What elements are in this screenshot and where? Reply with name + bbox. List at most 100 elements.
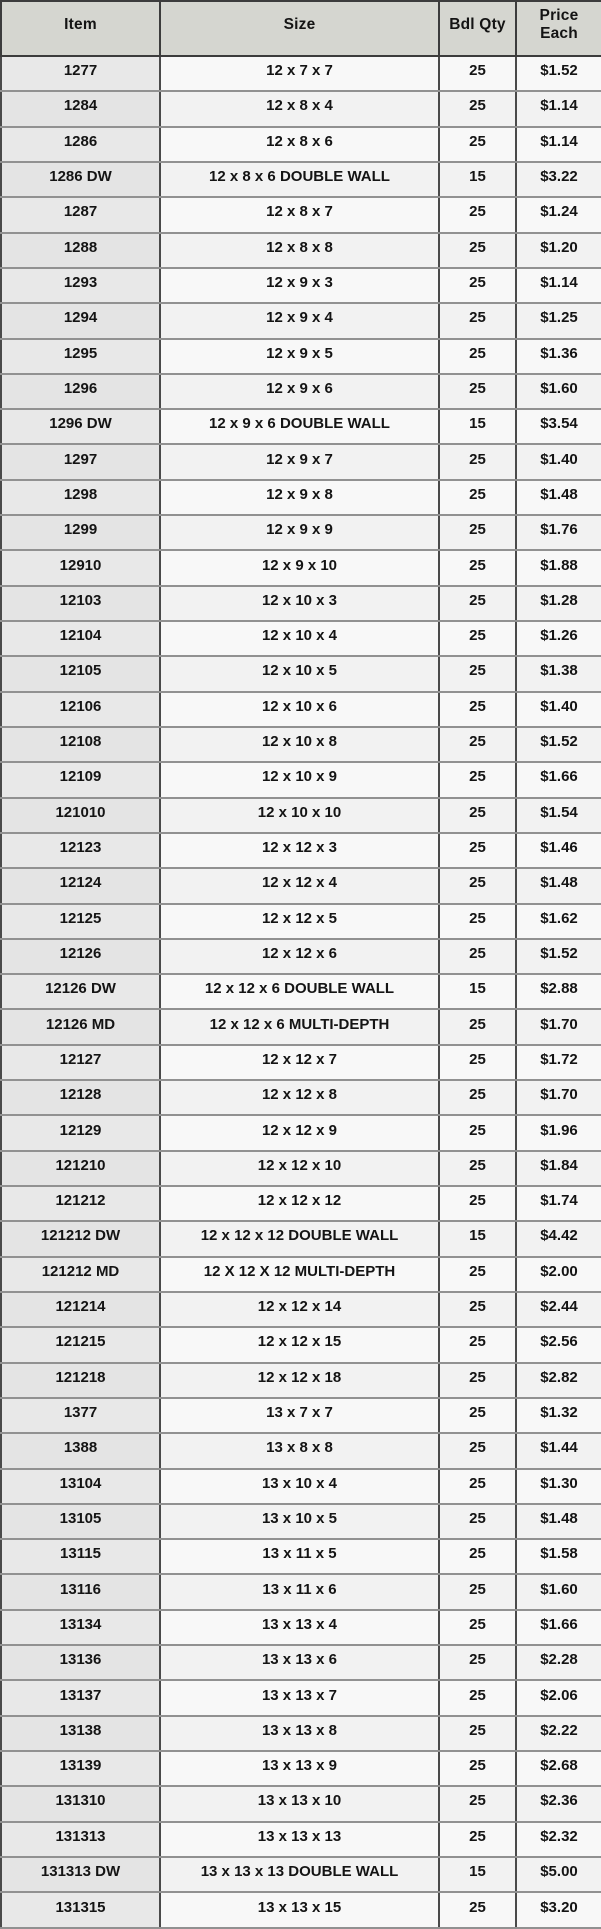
size-cell: 12 x 8 x 4 <box>159 90 440 128</box>
price-cell: $1.14 <box>515 125 601 163</box>
table-row: 13116 13 x 11 x 6 25 $1.60 <box>0 1573 601 1611</box>
qty-cell: 25 <box>438 1079 517 1117</box>
table-row: 1296 12 x 9 x 6 25 $1.60 <box>0 372 601 411</box>
qty-cell: 25 <box>438 478 517 517</box>
size-cell: 12 x 8 x 6 <box>159 125 440 163</box>
item-cell: 1286 <box>0 125 161 163</box>
table-row: 1288 12 x 8 x 8 25 $1.20 <box>0 231 601 269</box>
size-cell: 12 x 10 x 9 <box>159 761 440 799</box>
size-cell: 12 x 12 x 6 MULTI-DEPTH <box>159 1008 440 1046</box>
item-cell: 12126 DW <box>0 973 161 1011</box>
item-cell: 1298 <box>0 478 161 517</box>
size-cell: 13 x 13 x 8 <box>159 1714 440 1753</box>
qty-cell: 25 <box>438 1396 517 1435</box>
item-cell: 121010 <box>0 796 161 834</box>
size-cell: 12 x 8 x 7 <box>159 196 440 234</box>
size-cell: 12 x 9 x 9 <box>159 514 440 552</box>
table-row: 1298 12 x 9 x 8 25 $1.48 <box>0 478 601 517</box>
price-cell: $3.22 <box>515 160 601 199</box>
price-cell: $1.14 <box>515 266 601 305</box>
size-cell: 13 x 13 x 13 <box>159 1820 440 1858</box>
table-row: 12109 12 x 10 x 9 25 $1.66 <box>0 761 601 799</box>
qty-cell: 25 <box>438 1785 517 1823</box>
size-cell: 12 x 9 x 8 <box>159 478 440 517</box>
price-cell: $5.00 <box>515 1855 601 1894</box>
table-row: 12105 12 x 10 x 5 25 $1.38 <box>0 655 601 693</box>
price-cell: $2.88 <box>515 973 601 1011</box>
qty-cell: 25 <box>438 1538 517 1576</box>
size-cell: 12 x 9 x 7 <box>159 443 440 481</box>
table-row: 12127 12 x 12 x 7 25 $1.72 <box>0 1043 601 1082</box>
col-header-bdl-qty: Bdl Qty <box>438 1 517 57</box>
item-cell: 12124 <box>0 867 161 905</box>
table-row: 12125 12 x 12 x 5 25 $1.62 <box>0 902 601 940</box>
price-cell: $1.70 <box>515 1008 601 1046</box>
size-cell: 12 x 9 x 4 <box>159 302 440 340</box>
table-row: 121214 12 x 12 x 14 25 $2.44 <box>0 1290 601 1329</box>
table-row: 1287 12 x 8 x 7 25 $1.24 <box>0 196 601 234</box>
table-row: 121212 12 x 12 x 12 25 $1.74 <box>0 1184 601 1223</box>
size-cell: 13 x 10 x 4 <box>159 1467 440 1505</box>
size-cell: 13 x 11 x 6 <box>159 1573 440 1611</box>
size-cell: 12 x 10 x 3 <box>159 584 440 623</box>
price-cell: $2.22 <box>515 1714 601 1753</box>
qty-cell: 25 <box>438 619 517 658</box>
size-cell: 12 x 12 x 12 DOUBLE WALL <box>159 1220 440 1258</box>
item-cell: 1388 <box>0 1432 161 1470</box>
item-cell: 12128 <box>0 1079 161 1117</box>
qty-cell: 25 <box>438 1149 517 1188</box>
table-row: 1388 13 x 8 x 8 25 $1.44 <box>0 1432 601 1470</box>
qty-cell: 25 <box>438 1114 517 1152</box>
qty-cell: 25 <box>438 1502 517 1541</box>
size-cell: 12 x 8 x 8 <box>159 231 440 269</box>
size-cell: 13 x 11 x 5 <box>159 1538 440 1576</box>
qty-cell: 25 <box>438 867 517 905</box>
size-cell: 12 x 12 x 18 <box>159 1361 440 1399</box>
item-cell: 12103 <box>0 584 161 623</box>
size-cell: 12 x 12 x 9 <box>159 1114 440 1152</box>
qty-cell: 25 <box>438 337 517 375</box>
price-cell: $2.56 <box>515 1326 601 1364</box>
price-cell: $2.06 <box>515 1679 601 1717</box>
item-cell: 1286 DW <box>0 160 161 199</box>
item-cell: 1295 <box>0 337 161 375</box>
size-cell: 12 x 12 x 6 <box>159 937 440 976</box>
item-cell: 121215 <box>0 1326 161 1364</box>
item-cell: 12126 <box>0 937 161 976</box>
item-cell: 12106 <box>0 690 161 728</box>
qty-cell: 25 <box>438 690 517 728</box>
qty-cell: 25 <box>438 1184 517 1223</box>
item-cell: 1288 <box>0 231 161 269</box>
qty-cell: 15 <box>438 1220 517 1258</box>
table-row: 13115 13 x 11 x 5 25 $1.58 <box>0 1538 601 1576</box>
item-cell: 1296 <box>0 372 161 411</box>
size-cell: 12 X 12 X 12 MULTI-DEPTH <box>159 1255 440 1293</box>
price-cell: $1.36 <box>515 337 601 375</box>
size-cell: 12 x 12 x 10 <box>159 1149 440 1188</box>
table-row: 131313 DW 13 x 13 x 13 DOUBLE WALL 15 $5… <box>0 1855 601 1894</box>
size-cell: 12 x 10 x 10 <box>159 796 440 834</box>
size-cell: 12 x 10 x 4 <box>159 619 440 658</box>
price-cell: $1.40 <box>515 443 601 481</box>
size-cell: 13 x 13 x 15 <box>159 1891 440 1929</box>
size-cell: 12 x 12 x 12 <box>159 1184 440 1223</box>
qty-cell: 25 <box>438 443 517 481</box>
size-cell: 12 x 12 x 3 <box>159 831 440 870</box>
table-row: 12104 12 x 10 x 4 25 $1.26 <box>0 619 601 658</box>
qty-cell: 25 <box>438 1255 517 1293</box>
qty-cell: 25 <box>438 1714 517 1753</box>
table-row: 12124 12 x 12 x 4 25 $1.48 <box>0 867 601 905</box>
price-cell: $1.46 <box>515 831 601 870</box>
qty-cell: 25 <box>438 1608 517 1647</box>
table-row: 12126 DW 12 x 12 x 6 DOUBLE WALL 15 $2.8… <box>0 973 601 1011</box>
table-header: Item Size Bdl Qty Price Each <box>0 1 601 57</box>
item-cell: 13134 <box>0 1608 161 1647</box>
size-cell: 12 x 10 x 5 <box>159 655 440 693</box>
qty-cell: 15 <box>438 973 517 1011</box>
table-row: 131315 13 x 13 x 15 25 $3.20 <box>0 1891 601 1929</box>
price-cell: $3.20 <box>515 1891 601 1929</box>
price-cell: $1.52 <box>515 54 601 93</box>
size-cell: 12 x 10 x 8 <box>159 725 440 764</box>
size-cell: 12 x 12 x 8 <box>159 1079 440 1117</box>
qty-cell: 25 <box>438 725 517 764</box>
